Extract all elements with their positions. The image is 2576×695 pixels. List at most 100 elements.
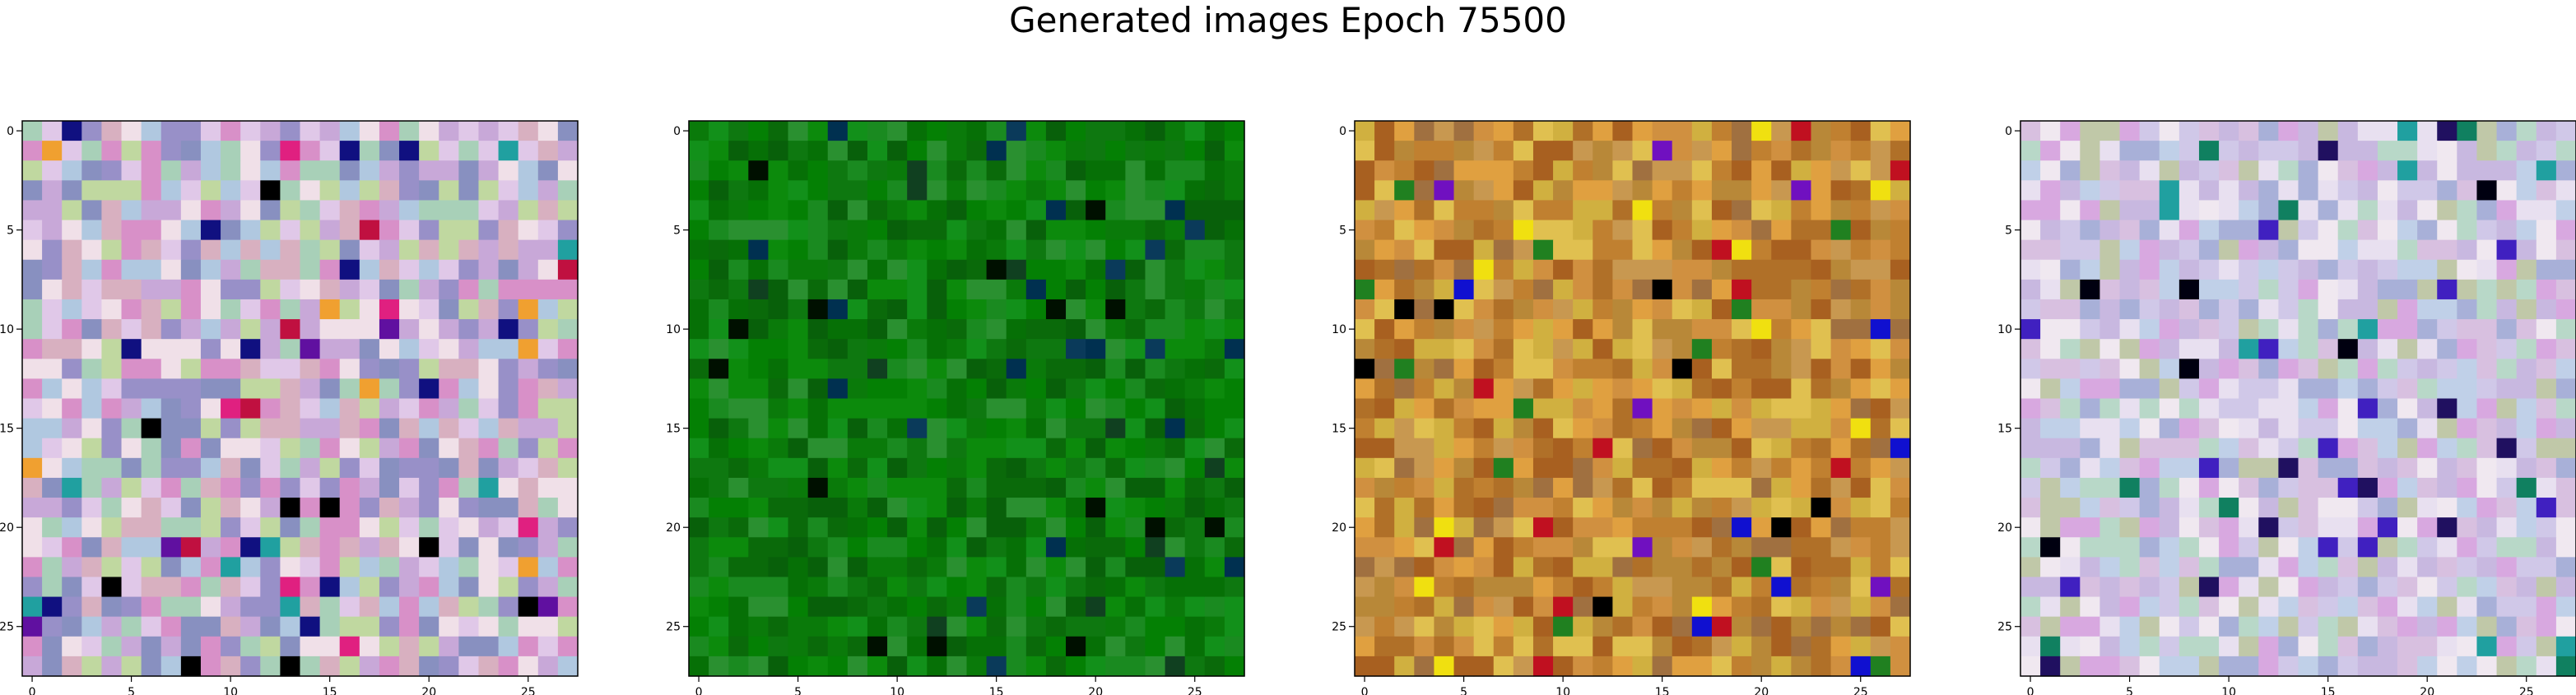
pixel-cell	[2178, 220, 2200, 241]
pixel-cell	[1811, 279, 1832, 300]
pixel-cell	[1045, 596, 1067, 618]
pixel-cell	[986, 319, 1007, 340]
pixel-cell	[280, 220, 301, 241]
pixel-cell	[478, 279, 500, 300]
pixel-cell	[1771, 279, 1792, 300]
pixel-cell	[1771, 220, 1792, 241]
pixel-cell	[2060, 577, 2081, 598]
pixel-cell	[887, 259, 908, 280]
pixel-cell	[1006, 636, 1027, 657]
pixel-cell	[2219, 616, 2239, 637]
pixel-cell	[2020, 577, 2041, 598]
pixel-cell	[847, 656, 868, 677]
pixel-cell	[1532, 160, 1554, 181]
pixel-cell	[2298, 279, 2319, 300]
pixel-cell	[2536, 339, 2557, 359]
pixel-cell	[557, 398, 579, 419]
pixel-cell	[1612, 477, 1634, 498]
pixel-cell	[986, 299, 1007, 320]
x-tick-label: 15	[989, 686, 1004, 695]
pixel-cell	[986, 121, 1007, 141]
pixel-cell	[1414, 220, 1435, 241]
pixel-cell	[1691, 636, 1713, 657]
pixel-cell	[1672, 398, 1693, 419]
pixel-cell	[1811, 557, 1832, 578]
pixel-cell	[1870, 339, 1891, 359]
pixel-cell	[2318, 141, 2339, 161]
pixel-cell	[2555, 438, 2576, 459]
pixel-cell	[22, 477, 43, 498]
pixel-cell	[2437, 200, 2457, 221]
pixel-cell	[1553, 616, 1574, 637]
pixel-cell	[1751, 596, 1772, 618]
pixel-cell	[1165, 616, 1186, 637]
pixel-cell	[1513, 279, 1534, 300]
pixel-cell	[557, 319, 579, 340]
pixel-cell	[847, 319, 868, 340]
pixel-cell	[1652, 259, 1673, 280]
pixel-cell	[946, 656, 968, 677]
pixel-cell	[2357, 359, 2378, 379]
pixel-cell	[709, 339, 729, 359]
pixel-cell	[1145, 319, 1166, 340]
pixel-cell	[101, 279, 123, 300]
pixel-cell	[1771, 339, 1792, 359]
pixel-cell	[458, 160, 480, 181]
pixel-cell	[141, 577, 162, 598]
pixel-cell	[339, 220, 360, 241]
pixel-cell	[689, 200, 709, 221]
pixel-cell	[2496, 636, 2518, 657]
pixel-cell	[557, 477, 579, 498]
pixel-cell	[1612, 378, 1634, 400]
pixel-cell	[847, 596, 868, 618]
pixel-cell	[2099, 517, 2121, 538]
pixel-cell	[2178, 517, 2200, 538]
pixel-cell	[141, 359, 162, 379]
pixel-cell	[339, 239, 360, 261]
pixel-cell	[1672, 438, 1693, 459]
pixel-cell	[221, 299, 241, 320]
pixel-cell	[300, 279, 321, 300]
pixel-cell	[1493, 517, 1514, 538]
pixel-cell	[498, 398, 519, 419]
pixel-cell	[537, 577, 559, 598]
pixel-cell	[788, 359, 809, 379]
pixel-cell	[1374, 616, 1395, 637]
pixel-cell	[1672, 418, 1693, 439]
pixel-cell	[1751, 239, 1772, 261]
pixel-cell	[379, 596, 400, 618]
pixel-cell	[1850, 418, 1872, 439]
pixel-cell	[1811, 438, 1832, 459]
pixel-cell	[2080, 438, 2101, 459]
pixel-cell	[1493, 299, 1514, 320]
pixel-cell	[1732, 498, 1752, 518]
pixel-cell	[42, 656, 63, 677]
pixel-cell	[1374, 656, 1395, 677]
pixel-cell	[1414, 438, 1435, 459]
pixel-cell	[2040, 596, 2061, 618]
pixel-cell	[458, 339, 480, 359]
pixel-cell	[2377, 557, 2398, 578]
pixel-cell	[359, 378, 380, 400]
pixel-cell	[2258, 259, 2279, 280]
pixel-cell	[2198, 359, 2220, 379]
pixel-cell	[2099, 557, 2121, 578]
pixel-cell	[1493, 141, 1514, 161]
pixel-cell	[1025, 577, 1047, 598]
pixel-cell	[807, 339, 829, 359]
pixel-cell	[1125, 279, 1146, 300]
pixel-cell	[1870, 141, 1891, 161]
pixel-cell	[2278, 319, 2299, 340]
pixel-cell	[2516, 477, 2537, 498]
pixel-cell	[1165, 557, 1186, 578]
pixel-cell	[478, 616, 500, 637]
pixel-cell	[2139, 378, 2160, 400]
pixel-cell	[62, 259, 82, 280]
pixel-cell	[1890, 438, 1911, 459]
pixel-cell	[557, 359, 579, 379]
pixel-cell	[709, 220, 729, 241]
pixel-cell	[1890, 636, 1911, 657]
pixel-cell	[1791, 259, 1812, 280]
pixel-cell	[2437, 299, 2457, 320]
pixel-cell	[2159, 517, 2180, 538]
